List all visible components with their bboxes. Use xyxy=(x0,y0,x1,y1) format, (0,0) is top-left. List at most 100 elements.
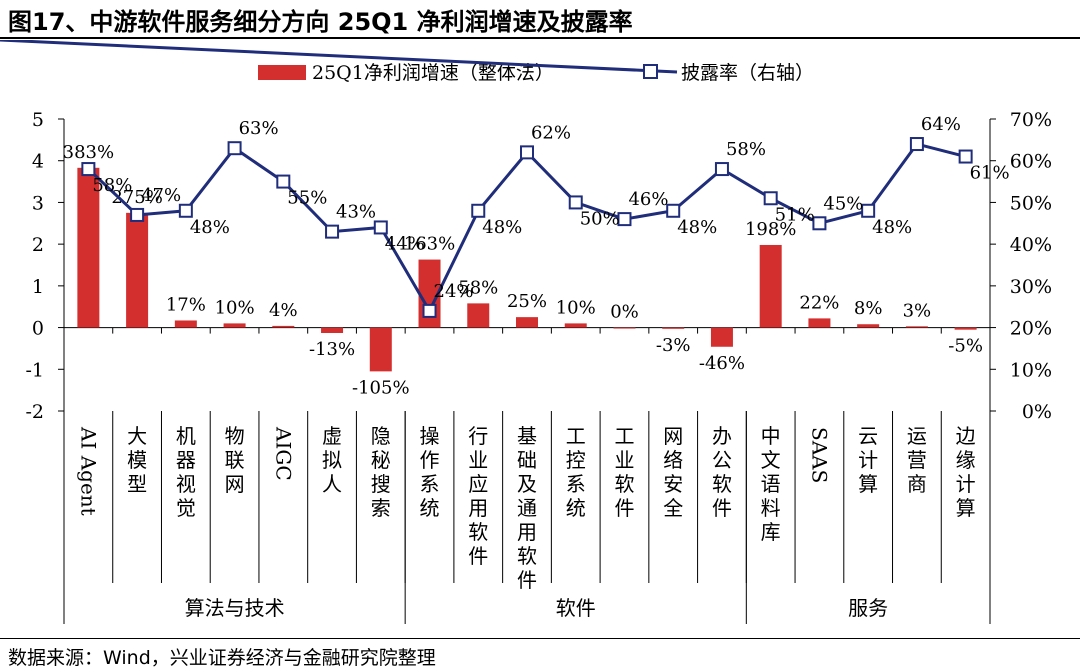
bar-value-label: 3% xyxy=(903,300,932,321)
category-label: 大模型 xyxy=(127,424,147,496)
bar-value-label: -105% xyxy=(352,377,410,398)
line-value-label: 45% xyxy=(823,193,863,214)
footer-divider xyxy=(0,638,1080,639)
bar xyxy=(564,323,587,328)
line-value-label: 24% xyxy=(434,281,474,302)
bar-value-label: 163% xyxy=(404,234,455,255)
bar-value-label: 383% xyxy=(63,142,114,163)
line-point-marker xyxy=(520,145,534,160)
line-point-marker xyxy=(422,303,437,318)
left-axis-tick-label: 3 xyxy=(32,192,44,214)
line-point-marker xyxy=(714,162,729,177)
bar xyxy=(223,323,246,328)
line-value-label: 61% xyxy=(970,163,1010,184)
legend-bar-label: 25Q1净利润增速（整体法） xyxy=(312,62,554,84)
bar-series xyxy=(77,167,977,372)
line-point-marker xyxy=(763,191,778,206)
line-value-label: 48% xyxy=(872,217,912,238)
line-data-labels: 58% 47% 48% 63% 55% 43% 44% 24% 48% 62% 50% 46% 48% 5… xyxy=(92,114,1009,302)
bar-value-label: 8% xyxy=(854,298,883,319)
category-group-label: 算法与技术 xyxy=(185,596,285,620)
category-label: AI Agent xyxy=(76,426,100,516)
bar-value-label: 10% xyxy=(215,297,255,318)
legend-line-label: 披露率（右轴） xyxy=(681,62,814,84)
line-value-label: 55% xyxy=(287,188,327,209)
line-value-label: 64% xyxy=(921,114,961,135)
line-point-marker xyxy=(909,137,924,152)
bar-value-label: 198% xyxy=(745,219,796,240)
right-axis-tick-label: 30% xyxy=(1010,276,1052,298)
bar xyxy=(710,327,733,347)
line-value-label: 48% xyxy=(190,217,230,238)
bar-value-label: -46% xyxy=(699,353,745,374)
legend-line-marker xyxy=(643,64,658,79)
right-axis-tick-label: 10% xyxy=(1010,359,1052,381)
legend-bar-swatch xyxy=(258,65,306,80)
bar-value-label: 4% xyxy=(269,300,298,321)
category-label: 行业应用软件 xyxy=(468,424,488,568)
line-point-marker xyxy=(227,141,242,156)
bar xyxy=(759,244,782,328)
bar-data-labels: 383%275%17% 10% 4%-13%-105%163%58%25% 10% 0%… xyxy=(63,142,983,399)
right-axis-tick-label: 60% xyxy=(1010,151,1052,173)
chart-title: 图17、中游软件服务细分方向 25Q1 净利润增速及披露率 xyxy=(8,8,633,36)
left-axis-tick-label: 5 xyxy=(32,109,44,131)
bar xyxy=(662,327,685,329)
category-label: 中文语料库 xyxy=(761,424,781,544)
combo-chart: 25Q1净利润增速（整体法） 披露率（右轴） 543210-1-270%60%5… xyxy=(0,40,1052,624)
left-axis-tick-label: 1 xyxy=(32,276,44,298)
bar-value-label: -3% xyxy=(656,335,691,356)
category-label: 物联网 xyxy=(225,424,245,496)
category-label: AIGC xyxy=(271,426,295,481)
category-labels: AI Agent 大模型 机器视觉 物联网 AIGC 虚拟人 隐秘搜索 操作系统 行业应用软件 基… xyxy=(76,424,975,592)
bar xyxy=(467,303,490,328)
bar xyxy=(516,317,538,328)
left-axis-tick-label: 2 xyxy=(32,234,44,256)
axes: 5 4 3 2 1 0 -1 -2 70% 60% 50% 40% 30% 20% 10% 0% xyxy=(25,109,1052,624)
line-value-label: 62% xyxy=(531,122,571,143)
bar xyxy=(369,327,392,372)
line-value-label: 63% xyxy=(239,118,279,139)
category-label: 边缘计算 xyxy=(956,424,976,520)
category-label: 网络安全 xyxy=(663,424,683,520)
line-point-marker xyxy=(373,220,388,235)
bar xyxy=(272,325,295,328)
source-note: 数据来源：Wind，兴业证券经济与金融研究院整理 xyxy=(8,647,436,669)
legend: 25Q1净利润增速（整体法） 披露率（右轴） xyxy=(0,40,814,84)
line-value-label: 43% xyxy=(336,202,376,223)
left-axis-tick-label: 4 xyxy=(32,151,44,173)
bar xyxy=(174,320,197,328)
line-point-marker xyxy=(276,174,291,189)
bar xyxy=(954,327,977,330)
bar-value-label: 17% xyxy=(166,294,206,315)
category-group-labels: 算法与技术 软件 服务 xyxy=(185,596,889,620)
bar-value-label: 0% xyxy=(610,302,639,323)
right-axis-tick-label: 70% xyxy=(1010,109,1052,131)
right-axis-tick-label: 0% xyxy=(1022,401,1052,423)
title-divider xyxy=(0,37,1080,39)
category-label: 操作系统 xyxy=(420,424,440,520)
category-label: 基础及通用软件 xyxy=(517,424,537,592)
bar-value-label: 10% xyxy=(556,297,596,318)
line-point-marker xyxy=(178,203,193,218)
bar-value-label: -13% xyxy=(309,339,355,360)
right-axis-tick-label: 50% xyxy=(1010,192,1052,214)
bar-value-label: 22% xyxy=(799,292,839,313)
line-point-marker xyxy=(325,224,340,239)
category-label: 运营商 xyxy=(907,424,927,496)
bar xyxy=(126,212,149,328)
line-point-marker xyxy=(471,203,486,218)
line-point-marker xyxy=(666,203,681,218)
bar-value-label: -5% xyxy=(948,336,983,357)
category-label: 隐秘搜索 xyxy=(371,424,391,520)
bar xyxy=(857,324,880,328)
bar-value-label: 58% xyxy=(458,277,498,298)
bar xyxy=(613,327,636,329)
line-value-label: 48% xyxy=(482,217,522,238)
legend-line-swatch xyxy=(0,40,678,74)
line-point-marker xyxy=(81,162,96,177)
line-point-marker xyxy=(861,203,876,218)
category-label: SAAS xyxy=(807,427,831,483)
bar xyxy=(808,318,831,328)
bar xyxy=(905,326,928,328)
